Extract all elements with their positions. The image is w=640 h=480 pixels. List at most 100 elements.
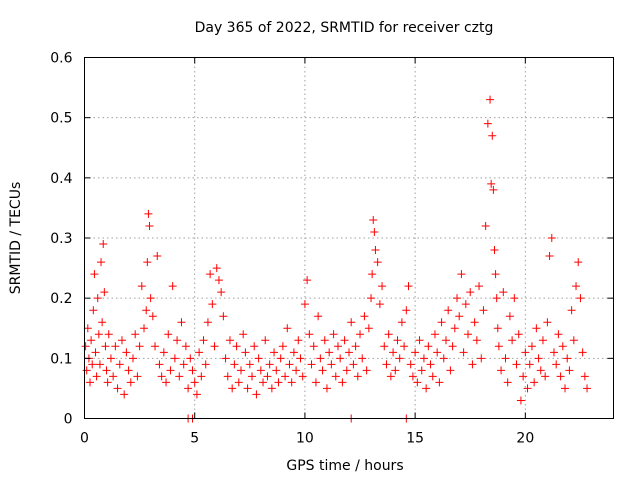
data-point	[393, 336, 402, 345]
data-point	[404, 282, 413, 291]
data-point	[133, 372, 142, 381]
data-point	[248, 372, 257, 381]
data-point	[569, 336, 578, 345]
data-point	[259, 378, 268, 387]
data-point	[111, 342, 120, 351]
y-tick-label: 0.4	[50, 171, 72, 187]
data-point	[477, 354, 486, 363]
data-point	[109, 372, 118, 381]
data-point	[140, 324, 149, 333]
data-point	[510, 294, 519, 303]
data-point	[468, 360, 477, 369]
data-point	[274, 378, 283, 387]
data-point	[565, 366, 574, 375]
data-point	[81, 342, 90, 351]
data-point	[389, 348, 398, 357]
data-point	[516, 396, 525, 405]
data-point	[292, 366, 301, 375]
data-point	[384, 330, 393, 339]
data-point	[104, 330, 113, 339]
data-point	[281, 372, 290, 381]
data-point	[305, 330, 314, 339]
data-point	[488, 131, 497, 140]
data-point	[122, 348, 131, 357]
data-point	[371, 246, 380, 255]
data-point	[369, 215, 378, 224]
data-point	[153, 252, 162, 261]
data-point	[347, 318, 356, 327]
data-point	[88, 360, 97, 369]
data-point	[448, 342, 457, 351]
data-point	[501, 354, 510, 363]
data-point	[106, 354, 115, 363]
data-point	[386, 372, 395, 381]
data-point	[397, 318, 406, 327]
data-point	[370, 227, 379, 236]
data-point	[327, 360, 336, 369]
data-point	[444, 306, 453, 315]
data-point	[340, 336, 349, 345]
data-point	[422, 384, 431, 393]
data-point	[276, 354, 285, 363]
data-point	[243, 384, 252, 393]
chart-title: Day 365 of 2022, SRMTID for receiver czt…	[195, 20, 494, 36]
data-point	[333, 342, 342, 351]
data-point	[166, 366, 175, 375]
y-tick-label: 0.5	[50, 111, 72, 127]
data-point	[241, 348, 250, 357]
data-point	[131, 330, 140, 339]
data-point	[543, 318, 552, 327]
data-point	[90, 270, 99, 279]
data-point	[382, 360, 391, 369]
data-point	[441, 336, 450, 345]
data-point	[373, 258, 382, 267]
data-point	[250, 342, 259, 351]
data-point	[433, 348, 442, 357]
data-point	[236, 366, 245, 375]
data-point	[336, 354, 345, 363]
data-point	[92, 372, 101, 381]
data-point	[267, 384, 276, 393]
data-point	[530, 378, 539, 387]
data-point	[124, 366, 133, 375]
data-point	[93, 294, 102, 303]
data-point	[98, 318, 107, 327]
data-point	[203, 318, 212, 327]
data-point	[408, 372, 417, 381]
data-point	[144, 209, 153, 218]
data-point	[188, 366, 197, 375]
data-point	[342, 366, 351, 375]
data-point	[270, 348, 279, 357]
data-point	[254, 354, 263, 363]
data-point	[549, 348, 558, 357]
data-point	[353, 372, 362, 381]
data-point	[225, 336, 234, 345]
data-point	[360, 312, 369, 321]
data-point	[117, 336, 126, 345]
data-point	[86, 378, 95, 387]
data-point	[164, 330, 173, 339]
x-tick-label: 20	[516, 431, 534, 447]
data-point	[331, 372, 340, 381]
data-point	[368, 270, 377, 279]
data-point	[475, 282, 484, 291]
data-point	[87, 336, 96, 345]
data-point	[314, 312, 323, 321]
data-point	[95, 360, 104, 369]
data-point	[466, 288, 475, 297]
data-point	[300, 300, 309, 309]
data-point	[234, 378, 243, 387]
data-point	[142, 306, 151, 315]
data-point	[256, 366, 265, 375]
data-point	[217, 288, 226, 297]
data-point	[545, 252, 554, 261]
data-point	[265, 360, 274, 369]
data-point	[325, 348, 334, 357]
data-point	[490, 246, 499, 255]
data-point	[199, 336, 208, 345]
data-point	[345, 348, 353, 357]
data-point	[479, 306, 488, 315]
data-point	[534, 354, 543, 363]
data-point	[499, 288, 508, 297]
data-point	[428, 372, 437, 381]
